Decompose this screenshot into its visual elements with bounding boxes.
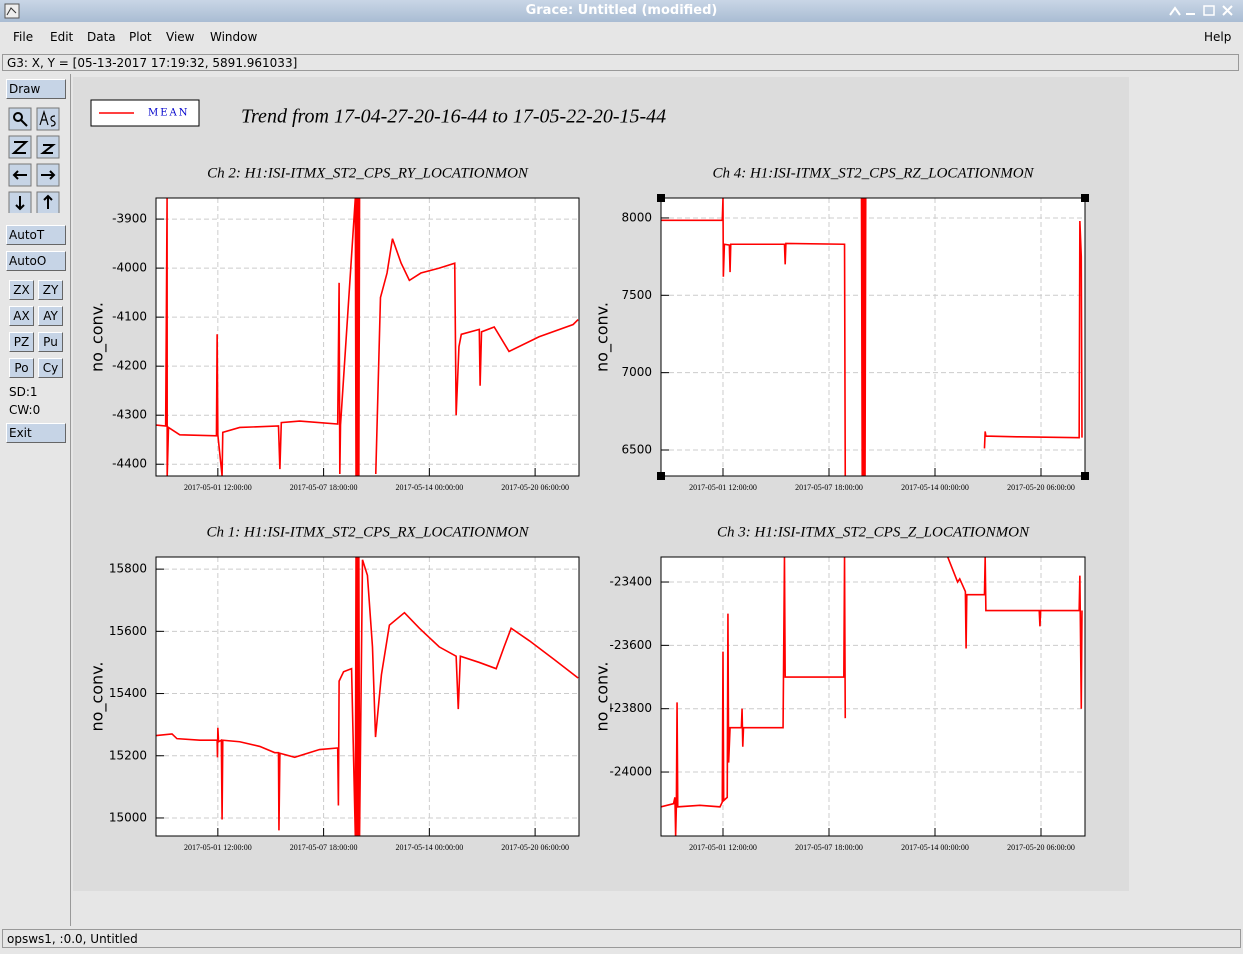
plot-frame — [660, 197, 1086, 477]
current-world: CW:0 — [9, 403, 41, 417]
tool-button[interactable]: AY — [38, 306, 63, 326]
y-tick-label: -24000 — [609, 765, 652, 779]
y-tick-label: 15400 — [109, 686, 147, 700]
y-tick-label: -3900 — [112, 212, 147, 226]
y-tick-label: 7500 — [621, 288, 652, 302]
plot-area — [661, 557, 1085, 836]
locator-bar: G3: X, Y = [05-13-2017 17:19:32, 5891.96… — [2, 54, 1239, 71]
x-tick-label: 2017-05-07 18:00:00 — [290, 483, 358, 492]
plot-data — [156, 198, 579, 476]
window-title: Grace: Untitled (modified) — [0, 0, 1243, 22]
plot-data — [156, 557, 579, 836]
y-tick-label: -23800 — [609, 701, 652, 715]
menu-item[interactable]: File — [13, 30, 34, 44]
draw-button[interactable]: Draw — [6, 79, 66, 99]
data-line — [156, 557, 579, 836]
autoscale-button[interactable]: AutoT — [6, 225, 66, 245]
x-tick-label: 2017-05-07 18:00:00 — [795, 483, 863, 492]
menu-item[interactable]: View — [166, 30, 195, 44]
x-tick-label: 2017-05-14 00:00:00 — [901, 483, 969, 492]
chart-title: Ch 1: H1:ISI-ITMX_ST2_CPS_RX_LOCATIONMON — [207, 524, 530, 540]
x-tick-label: 2017-05-14 00:00:00 — [395, 843, 463, 852]
x-tick-label: 2017-05-01 12:00:00 — [184, 483, 252, 492]
y-tick-label: -23400 — [609, 575, 652, 589]
x-tick-label: 2017-05-01 12:00:00 — [184, 843, 252, 852]
x-tick-label: 2017-05-14 00:00:00 — [395, 483, 463, 492]
chart-title: Ch 3: H1:ISI-ITMX_ST2_CPS_Z_LOCATIONMON — [717, 524, 1030, 540]
x-tick-label: 2017-05-01 12:00:00 — [689, 483, 757, 492]
menu-item[interactable]: Data — [87, 30, 116, 44]
y-axis-label: no_conv. — [88, 302, 108, 372]
y-tick-label: -4400 — [112, 457, 147, 471]
x-tick-label: 2017-05-20 06:00:00 — [501, 483, 569, 492]
menu-item[interactable]: Plot — [129, 30, 152, 44]
y-tick-label: 15800 — [109, 562, 147, 576]
x-tick-label: 2017-05-20 06:00:00 — [501, 843, 569, 852]
x-tick-label: 2017-05-07 18:00:00 — [290, 843, 358, 852]
plot-data — [661, 198, 1083, 476]
y-tick-label: -4200 — [112, 359, 147, 373]
y-tick-label: -4000 — [112, 261, 147, 275]
y-tick-label: -23600 — [609, 638, 652, 652]
x-tick-label: 2017-05-07 18:00:00 — [795, 843, 863, 852]
autoscale-button[interactable]: AutoO — [6, 251, 66, 271]
plot-area — [661, 198, 1085, 476]
y-tick-label: -4100 — [112, 310, 147, 324]
x-tick-label: 2017-05-20 06:00:00 — [1007, 843, 1075, 852]
tool-panel — [0, 74, 71, 926]
tool-button[interactable]: Po — [9, 358, 34, 378]
y-tick-label: 7000 — [621, 365, 652, 379]
data-line — [661, 198, 1083, 476]
plot-area — [156, 198, 579, 476]
plot-frame — [155, 556, 580, 837]
plot-area — [156, 557, 579, 836]
tool-button[interactable]: Cy — [38, 358, 63, 378]
y-axis-label: no_conv. — [593, 662, 613, 732]
tool-button[interactable]: ZX — [9, 280, 34, 300]
plot-data — [661, 557, 1083, 836]
y-axis-label: no_conv. — [593, 302, 613, 372]
status-bar: opsws1, :0.0, Untitled — [2, 929, 1241, 948]
chart-title: Ch 4: H1:ISI-ITMX_ST2_CPS_RZ_LOCATIONMON — [712, 165, 1034, 181]
y-tick-label: 6500 — [621, 443, 652, 457]
tool-button[interactable]: PZ — [9, 332, 34, 352]
y-tick-label: 15600 — [109, 624, 147, 638]
tool-button[interactable]: AX — [9, 306, 34, 326]
data-line — [156, 198, 579, 476]
legend-label: MEAN — [148, 108, 190, 119]
y-tick-label: 8000 — [621, 210, 652, 224]
data-line — [661, 557, 1083, 836]
exit-button[interactable]: Exit — [6, 423, 66, 443]
menu-help[interactable]: Help — [1204, 30, 1232, 44]
window-controls[interactable] — [1165, 4, 1237, 18]
y-tick-label: -4300 — [112, 408, 147, 422]
y-axis-label: no_conv. — [88, 662, 108, 732]
x-tick-label: 2017-05-20 06:00:00 — [1007, 483, 1075, 492]
x-tick-label: 2017-05-01 12:00:00 — [689, 843, 757, 852]
menu-item[interactable]: Edit — [50, 30, 74, 44]
icon-buttons[interactable] — [8, 107, 64, 213]
stack-depth: SD:1 — [9, 385, 38, 399]
plot-frame — [155, 197, 580, 477]
y-tick-label: 15200 — [109, 748, 147, 762]
figure-title: Trend from 17-04-27-20-16-44 to 17-05-22… — [241, 106, 666, 128]
x-tick-label: 2017-05-14 00:00:00 — [901, 843, 969, 852]
menu-item[interactable]: Window — [210, 30, 258, 44]
selection-handles — [657, 194, 1089, 480]
tool-button[interactable]: Pu — [38, 332, 63, 352]
y-tick-label: 15000 — [109, 810, 147, 824]
app-icon — [4, 3, 20, 19]
chart-title: Ch 2: H1:ISI-ITMX_ST2_CPS_RY_LOCATIONMON — [207, 165, 529, 181]
plot-frame — [660, 556, 1086, 837]
tool-button[interactable]: ZY — [38, 280, 63, 300]
